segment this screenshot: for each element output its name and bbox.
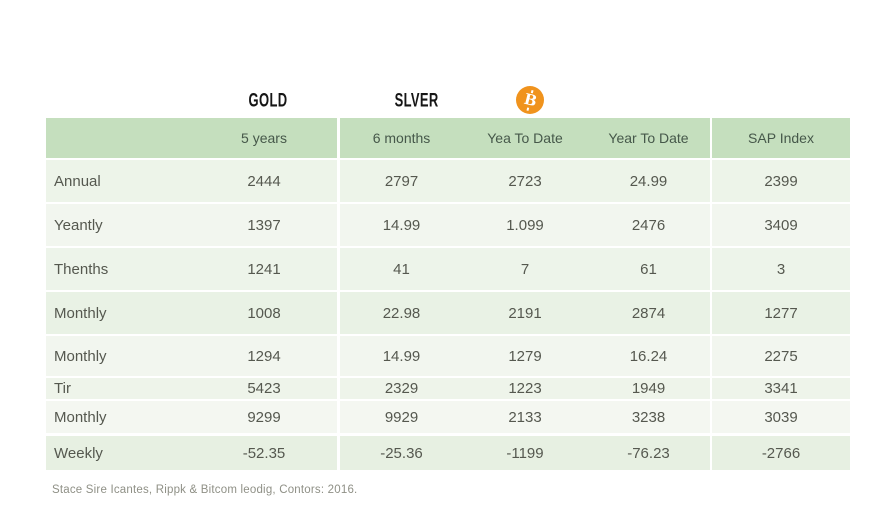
cell-value: 9929 [340, 401, 463, 433]
comparison-table: 5 years 6 months Yea To Date Year To Dat… [46, 118, 850, 472]
cell-value: 2191 [463, 292, 587, 334]
cell-value: 3039 [712, 401, 850, 433]
table-row: Monthly 1008 22.98 2191 2874 1277 [46, 292, 850, 334]
row-label: Thenths [46, 248, 191, 290]
table-row: Monthly 9299 9929 2133 3238 3039 [46, 401, 850, 433]
row-label: Monthly [46, 336, 191, 376]
table-row: Thenths 1241 41 7 61 3 [46, 248, 850, 290]
silver-label: SLVER [394, 88, 440, 111]
gold-group-header: GOLD [208, 88, 328, 112]
header-cell-6-months: 6 months [340, 118, 463, 158]
row-label: Monthly [46, 401, 191, 433]
row-label: Yeantly [46, 204, 191, 246]
cell-value: 2399 [712, 160, 850, 202]
cell-value: 2476 [587, 204, 710, 246]
gold-label: GOLD [248, 88, 288, 111]
cell-value: 61 [587, 248, 710, 290]
cell-value: 1949 [587, 378, 710, 399]
table-row: Weekly -52.35 -25.36 -1199 -76.23 -2766 [46, 436, 850, 470]
header-cell-sap-index: SAP Index [712, 118, 850, 158]
cell-value: 41 [340, 248, 463, 290]
row-label: Tir [46, 378, 191, 399]
cell-value: -52.35 [191, 436, 337, 470]
cell-value: 2444 [191, 160, 337, 202]
bitcoin-glyph: B [521, 89, 539, 110]
cell-value: 9299 [191, 401, 337, 433]
header-cell-year-to-date: Year To Date [587, 118, 710, 158]
header-cell-5-years: 5 years [191, 118, 337, 158]
table-row: Tir 5423 2329 1223 1949 3341 [46, 378, 850, 399]
cell-value: 1223 [463, 378, 587, 399]
cell-value: 2329 [340, 378, 463, 399]
cell-value: 1279 [463, 336, 587, 376]
row-label: Monthly [46, 292, 191, 334]
cell-value: 2133 [463, 401, 587, 433]
table-row: Monthly 1294 14.99 1279 16.24 2275 [46, 336, 850, 376]
table-header-row: 5 years 6 months Yea To Date Year To Dat… [46, 118, 850, 158]
cell-value: -2766 [712, 436, 850, 470]
cell-value: 24.99 [587, 160, 710, 202]
table-row: Yeantly 1397 14.99 1.099 2476 3409 [46, 204, 850, 246]
table-row: Annual 2444 2797 2723 24.99 2399 [46, 160, 850, 202]
cell-value: -1199 [463, 436, 587, 470]
cell-value: 14.99 [340, 336, 463, 376]
cell-value: 3409 [712, 204, 850, 246]
cell-value: 22.98 [340, 292, 463, 334]
cell-value: 1008 [191, 292, 337, 334]
cell-value: 16.24 [587, 336, 710, 376]
silver-group-header: SLVER [357, 88, 477, 112]
cell-value: 3238 [587, 401, 710, 433]
cell-value: 3 [712, 248, 850, 290]
header-cell-empty [46, 118, 191, 158]
cell-value: 1277 [712, 292, 850, 334]
cell-value: 14.99 [340, 204, 463, 246]
source-footnote: Stace Sire Icantes, Rippk & Bitcom leodi… [52, 484, 358, 496]
cell-value: 1.099 [463, 204, 587, 246]
cell-value: 1241 [191, 248, 337, 290]
row-label: Annual [46, 160, 191, 202]
cell-value: 5423 [191, 378, 337, 399]
cell-value: 3341 [712, 378, 850, 399]
cell-value: 1294 [191, 336, 337, 376]
cell-value: -76.23 [587, 436, 710, 470]
cell-value: 2874 [587, 292, 710, 334]
bitcoin-icon: B [516, 86, 544, 114]
cell-value: 7 [463, 248, 587, 290]
row-label: Weekly [46, 436, 191, 470]
cell-value: 2797 [340, 160, 463, 202]
cell-value: -25.36 [340, 436, 463, 470]
header-cell-yea-to-date: Yea To Date [463, 118, 587, 158]
cell-value: 2723 [463, 160, 587, 202]
cell-value: 2275 [712, 336, 850, 376]
cell-value: 1397 [191, 204, 337, 246]
